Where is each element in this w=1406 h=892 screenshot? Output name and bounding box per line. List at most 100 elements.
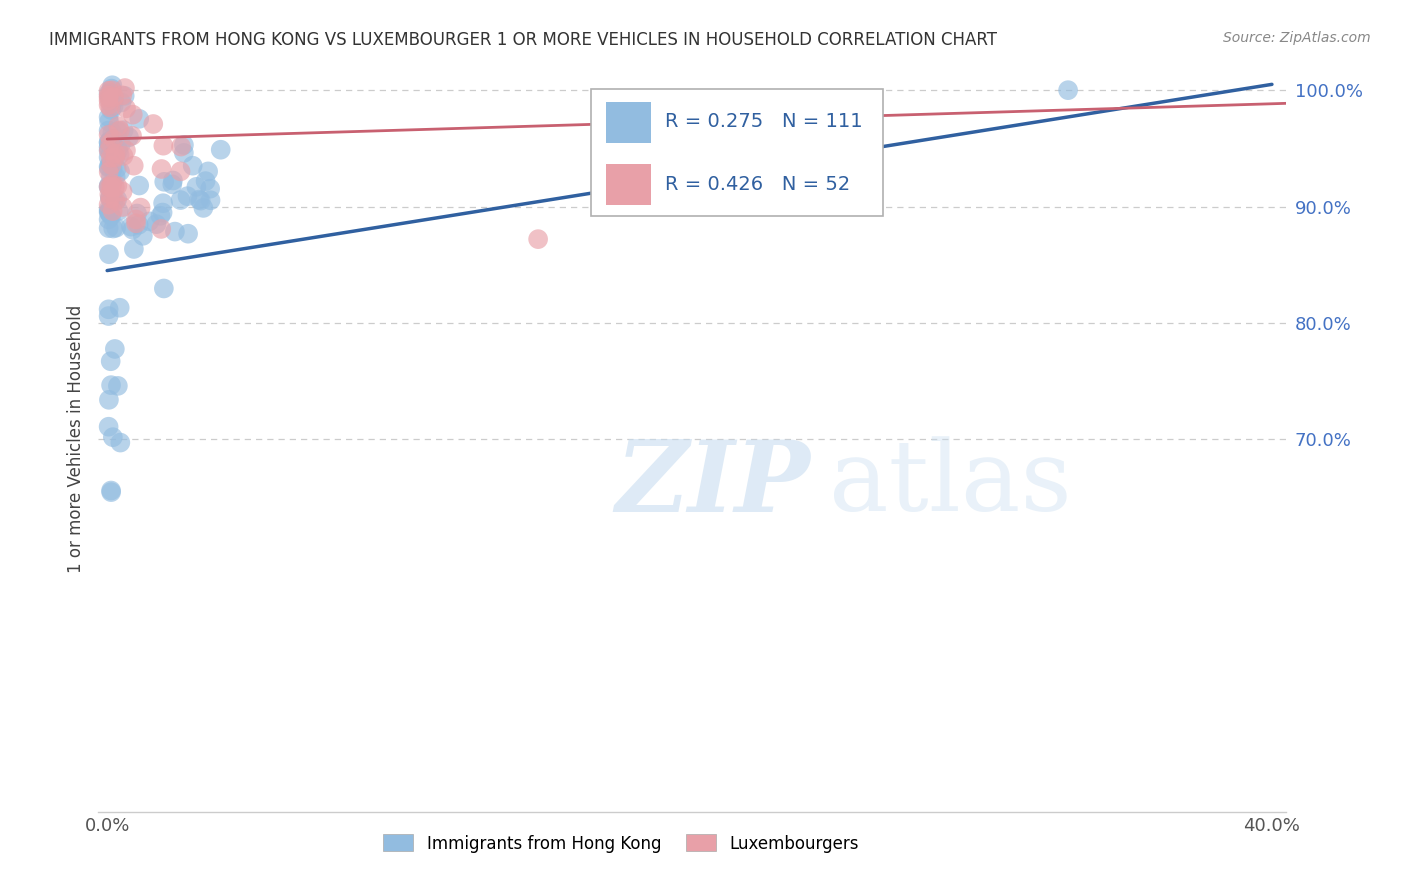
Point — [177, 227, 200, 241]
Point — [111, 185, 134, 199]
Point — [152, 196, 174, 211]
Point — [112, 149, 135, 163]
Point — [145, 217, 167, 231]
Point — [194, 174, 217, 188]
Point — [138, 214, 160, 228]
Point — [150, 161, 173, 176]
Point — [97, 392, 120, 407]
Point — [110, 435, 132, 450]
Point — [128, 112, 150, 126]
Point — [100, 133, 122, 147]
Point — [107, 143, 129, 157]
Point — [198, 182, 221, 196]
Point — [100, 151, 122, 165]
Point — [97, 87, 120, 101]
Point — [100, 354, 122, 368]
Text: R = 0.275   N = 111: R = 0.275 N = 111 — [665, 112, 863, 131]
Point — [162, 173, 184, 187]
Point — [100, 81, 122, 95]
Point — [169, 164, 191, 178]
Point — [97, 197, 120, 211]
Point — [105, 192, 128, 206]
Point — [107, 119, 129, 133]
Point — [98, 114, 121, 128]
Point — [100, 158, 122, 172]
Point — [97, 123, 120, 137]
Point — [104, 180, 127, 194]
Point — [105, 161, 128, 176]
Point — [97, 161, 120, 175]
Point — [108, 301, 131, 315]
Point — [105, 147, 128, 161]
Point — [98, 191, 121, 205]
Point — [103, 194, 125, 208]
Point — [100, 135, 122, 149]
Point — [118, 130, 141, 145]
Point — [110, 136, 132, 151]
Point — [98, 247, 121, 261]
Point — [181, 159, 204, 173]
Point — [97, 94, 120, 108]
Point — [103, 99, 125, 113]
Point — [97, 90, 120, 104]
Point — [121, 108, 143, 122]
Point — [104, 342, 127, 356]
Point — [108, 148, 131, 162]
Point — [186, 179, 208, 194]
Point — [98, 134, 121, 148]
Point — [107, 204, 129, 219]
Point — [153, 281, 176, 295]
Point — [173, 145, 195, 160]
Point — [100, 132, 122, 146]
FancyBboxPatch shape — [592, 89, 883, 216]
Point — [98, 100, 121, 114]
Point — [97, 140, 120, 154]
Point — [97, 179, 120, 194]
Point — [104, 151, 127, 165]
Point — [142, 117, 165, 131]
Point — [115, 101, 138, 115]
Point — [176, 189, 198, 203]
Point — [200, 194, 222, 208]
Point — [101, 177, 124, 191]
Point — [112, 123, 135, 137]
Point — [100, 378, 122, 392]
Point — [97, 221, 120, 235]
Point — [170, 139, 193, 153]
Point — [98, 191, 121, 205]
Point — [101, 92, 124, 106]
Point — [97, 98, 120, 112]
Point — [107, 124, 129, 138]
Point — [103, 90, 125, 104]
Point — [122, 159, 145, 173]
Point — [173, 138, 195, 153]
Point — [111, 88, 134, 103]
Point — [97, 136, 120, 150]
Point — [120, 219, 142, 234]
Point — [100, 483, 122, 498]
Point — [121, 222, 143, 236]
Point — [97, 110, 120, 124]
Point — [98, 89, 121, 103]
Point — [98, 180, 121, 194]
Point — [193, 201, 215, 215]
Point — [98, 204, 121, 219]
Point — [197, 164, 219, 178]
Point — [100, 103, 122, 117]
Point — [104, 194, 127, 208]
Point — [97, 302, 120, 317]
Point — [104, 146, 127, 161]
Point — [105, 220, 128, 235]
Point — [527, 232, 550, 246]
Text: Source: ZipAtlas.com: Source: ZipAtlas.com — [1223, 31, 1371, 45]
Text: R = 0.426   N = 52: R = 0.426 N = 52 — [665, 175, 851, 194]
Point — [101, 126, 124, 140]
Point — [101, 192, 124, 206]
Point — [128, 178, 150, 193]
Point — [97, 205, 120, 219]
Point — [97, 144, 120, 158]
Point — [111, 200, 134, 214]
Point — [101, 179, 124, 194]
Point — [98, 187, 121, 202]
Point — [100, 86, 122, 100]
